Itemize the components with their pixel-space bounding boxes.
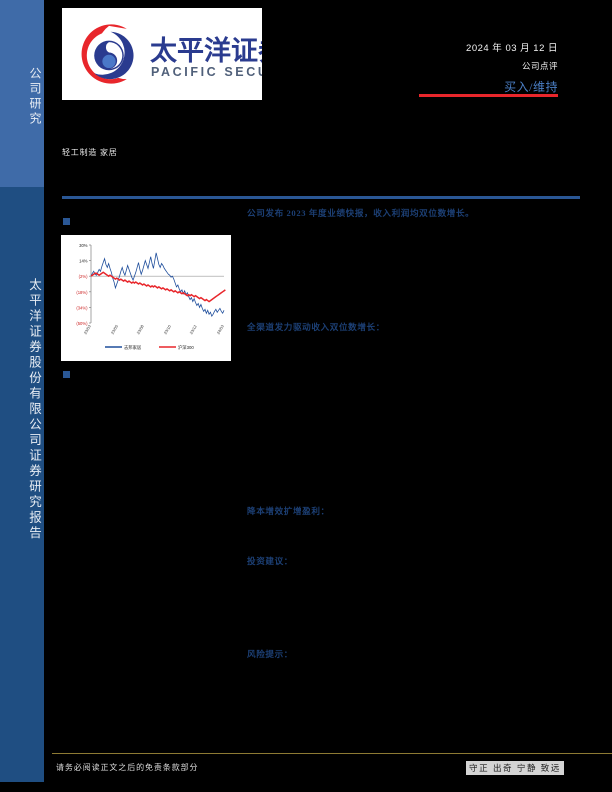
svg-text:沪深300: 沪深300 (178, 344, 194, 351)
header-meta: 2024 年 03 月 12 日 公司点评 买入/维持 (318, 40, 558, 95)
header-red-rule (419, 94, 558, 97)
heading-main: 公司发布 2023 年度业绩快报，收入利润均双位数增长。 (247, 208, 475, 218)
section-divider (62, 196, 580, 199)
sidebar: 公司研究 太平洋证券股份有限公司证券研究报告 (0, 0, 44, 792)
svg-text:23/08: 23/08 (135, 323, 145, 335)
page-content: 太平洋证券 PACIFIC SECURITIES 2024 年 03 月 12 … (44, 0, 612, 792)
report-type: 公司点评 (521, 61, 558, 71)
relative-performance-chart: 30% 14% (2%) (18%) (34%) (50%) 23/03 23/05 23/08… (61, 235, 231, 361)
footer-disclaimer: 请务必阅读正文之后的免责条款部分 (56, 763, 199, 772)
footer-rule (52, 753, 612, 755)
sidebar-section-research (0, 0, 44, 187)
page-bottom-edge (0, 782, 612, 792)
company-logo: 太平洋证券 PACIFIC SECURITIES (62, 8, 262, 100)
bullet-marker-2 (63, 371, 70, 378)
footer-motto: 守正 出奇 宁静 致远 (466, 761, 564, 775)
svg-text:23/05: 23/05 (110, 323, 120, 335)
svg-text:(18%): (18%) (76, 290, 88, 295)
svg-text:24/03: 24/03 (216, 323, 226, 335)
pacific-securities-logo-icon (81, 24, 135, 84)
report-date: 2024 年 03 月 12 日 (466, 43, 558, 54)
bullet-marker-1 (63, 218, 70, 225)
svg-text:14%: 14% (79, 259, 88, 264)
heading-risk: 风险提示： (247, 649, 293, 659)
sidebar-label-company: 太平洋证券股份有限公司证券研究报告 (27, 278, 41, 542)
sidebar-section-company (0, 187, 44, 792)
sidebar-label-research: 公司研究 (28, 67, 42, 127)
svg-text:30%: 30% (79, 243, 88, 248)
svg-text:23/12: 23/12 (188, 323, 198, 335)
svg-text:(50%): (50%) (76, 321, 88, 326)
rating-badge: 买入/维持 (504, 80, 558, 94)
svg-text:23/03: 23/03 (83, 323, 93, 335)
heading-investment: 投资建议： (247, 556, 293, 566)
industry-tag: 轻工制造 家居 (62, 148, 118, 157)
heading-revenue: 全渠道发力驱动收入双位数增长： (247, 322, 385, 332)
logo-chinese-text: 太平洋证券 (150, 36, 262, 66)
svg-text:志邦家居: 志邦家居 (124, 344, 142, 351)
logo-english-text: PACIFIC SECURITIES (151, 65, 262, 79)
heading-cost: 降本增效扩增盈利： (247, 506, 330, 516)
svg-text:(34%): (34%) (76, 305, 88, 310)
svg-text:(2%): (2%) (79, 274, 88, 279)
svg-text:23/10: 23/10 (163, 323, 173, 335)
chart-canvas: 30% 14% (2%) (18%) (34%) (50%)23/03 23/05 23/08… (76, 243, 226, 351)
